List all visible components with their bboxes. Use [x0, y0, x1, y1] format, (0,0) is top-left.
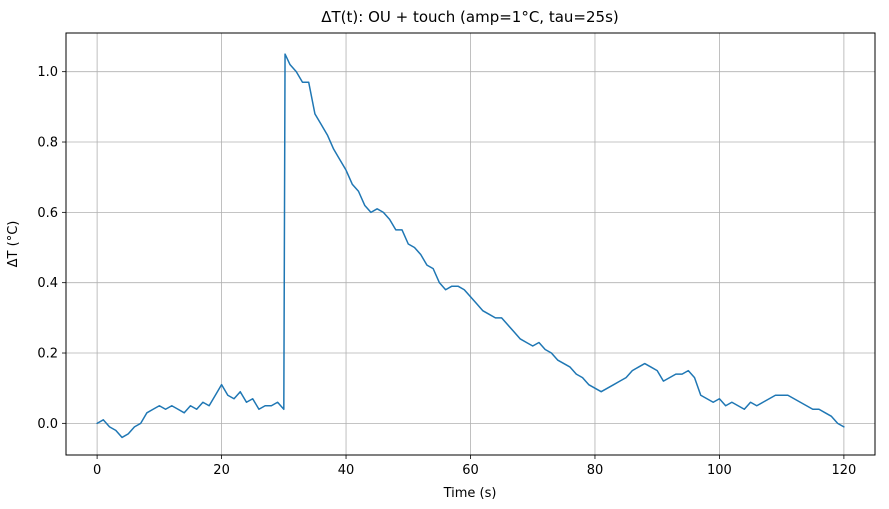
x-tick-label: 0: [93, 463, 101, 478]
x-tick-label: 40: [338, 463, 355, 478]
x-tick-label: 60: [462, 463, 479, 478]
x-tick-label: 100: [707, 463, 732, 478]
grid-lines: [66, 33, 875, 455]
x-tick-label: 80: [587, 463, 604, 478]
temperature-line: [96, 53, 845, 439]
y-tick-label: 0.4: [37, 276, 58, 291]
y-tick-label: 0.0: [37, 417, 58, 432]
y-tick-label: 0.6: [37, 206, 58, 221]
x-tick-label: 120: [831, 463, 856, 478]
y-tick-label: 0.8: [37, 136, 58, 151]
line-series: [96, 53, 845, 439]
x-axis-label: Time (s): [443, 486, 497, 501]
axis-ticks: 0 20 40 60 80 100 120 0.0 0.2 0.4 0.6 0.8 1.0: [37, 65, 856, 478]
y-tick-label: 1.0: [37, 65, 58, 80]
y-tick-label: 0.2: [37, 347, 58, 362]
y-axis-label: ΔT (°C): [6, 221, 21, 268]
x-tick-label: 20: [213, 463, 230, 478]
plot-border: [65, 32, 876, 456]
chart-title: ΔT(t): OU + touch (amp=1°C, tau=25s): [321, 8, 619, 26]
